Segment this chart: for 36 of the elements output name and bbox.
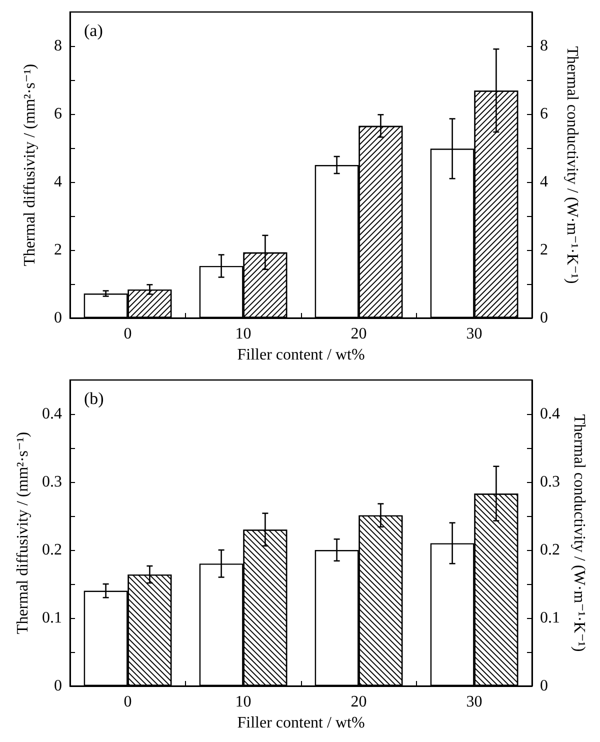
y-tick-label: 0.2 (42, 542, 62, 558)
y2-axis-title: Thermal conductivity / (W·m⁻¹·K⁻¹) (570, 414, 588, 652)
y-axis-title: Thermal diffusivity / (mm²·s⁻¹) (22, 64, 38, 266)
y-tick-label: 2 (54, 242, 62, 258)
annotation: (b) (84, 389, 104, 408)
x-tick-label: 20 (350, 326, 367, 342)
x-tick-label: 0 (124, 694, 132, 710)
y2-tick-label: 0.4 (540, 406, 560, 422)
x-axis-title: Filler content / wt% (237, 714, 365, 732)
x-tick-label: 10 (235, 694, 252, 710)
y-tick-label: 0.4 (42, 406, 62, 422)
x-tick-label: 30 (466, 694, 482, 710)
y-tick-label: 4 (54, 174, 62, 190)
y2-axis-title: Thermal conductivity / (W·m⁻¹·K⁻¹) (564, 46, 580, 284)
x-tick-label: 20 (350, 694, 367, 710)
y-tick-label: 0.3 (42, 474, 62, 490)
y2-tick-label: 0.2 (540, 542, 560, 558)
y-tick-label: 0 (54, 310, 62, 326)
y-tick-label: 6 (54, 106, 62, 122)
x-tick-label: 0 (124, 326, 132, 342)
y2-tick-label: 4 (540, 174, 548, 190)
x-tick-label: 10 (235, 326, 252, 342)
annotation: (a) (84, 21, 103, 40)
y2-tick-label: 2 (540, 242, 548, 258)
x-tick-label: 30 (466, 326, 482, 342)
y-axis-title: Thermal diffusivity / (mm²·s⁻¹) (14, 432, 32, 634)
y2-tick-label: 8 (540, 38, 548, 54)
y-tick-label: 0 (54, 678, 62, 694)
y2-tick-label: 0 (540, 678, 548, 694)
y2-tick-label: 0.3 (540, 474, 560, 490)
x-axis-title: Filler content / wt% (237, 346, 365, 364)
y-tick-label: 0.1 (42, 610, 62, 626)
y-tick-label: 8 (54, 38, 62, 54)
y2-tick-label: 6 (540, 106, 548, 122)
y2-tick-label: 0.1 (540, 610, 560, 626)
y2-tick-label: 0 (540, 310, 548, 326)
